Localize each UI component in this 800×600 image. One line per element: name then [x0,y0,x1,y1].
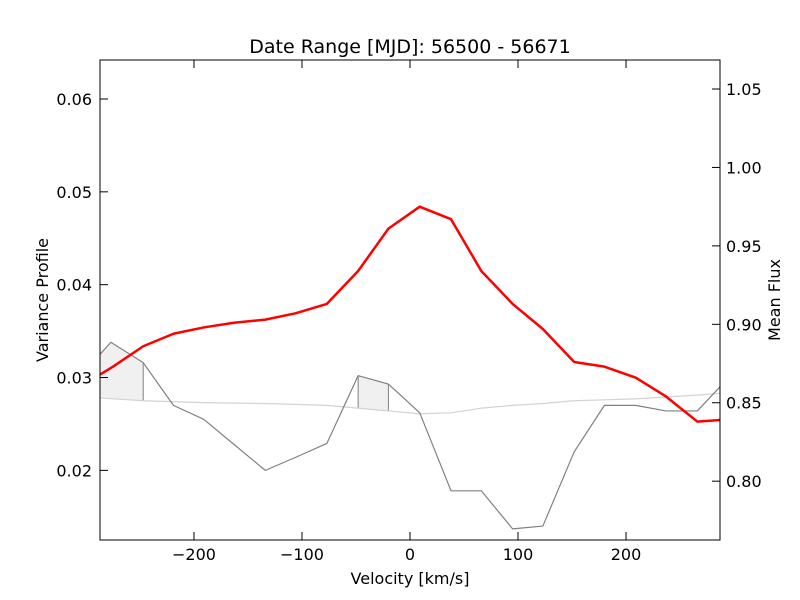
x-tick-label: −100 [280,545,324,564]
y-right-tick-label: 1.00 [726,158,762,177]
y-left-tick-label: 0.05 [56,183,92,202]
y-right-tick-label: 0.80 [726,472,762,491]
x-tick-label: 0 [405,545,415,564]
y-left-tick-label: 0.02 [56,461,92,480]
x-tick-label: −200 [172,545,216,564]
y-right-tick-label: 0.90 [726,315,762,334]
y-axis-left-label: Variance Profile [33,238,52,362]
x-tick-label: 200 [611,545,642,564]
chart-title: Date Range [MJD]: 56500 - 56671 [249,36,570,58]
y-right-tick-label: 0.85 [726,394,762,413]
y-left-tick-label: 0.04 [56,276,92,295]
y-left-tick-label: 0.06 [56,90,92,109]
y-left-tick-label: 0.03 [56,369,92,388]
x-tick-label: 100 [503,545,534,564]
x-axis-label: Velocity [km/s] [351,569,470,588]
y-right-tick-label: 1.05 [726,80,762,99]
y-axis-right-label: Mean Flux [765,259,784,341]
y-right-tick-label: 0.95 [726,237,762,256]
